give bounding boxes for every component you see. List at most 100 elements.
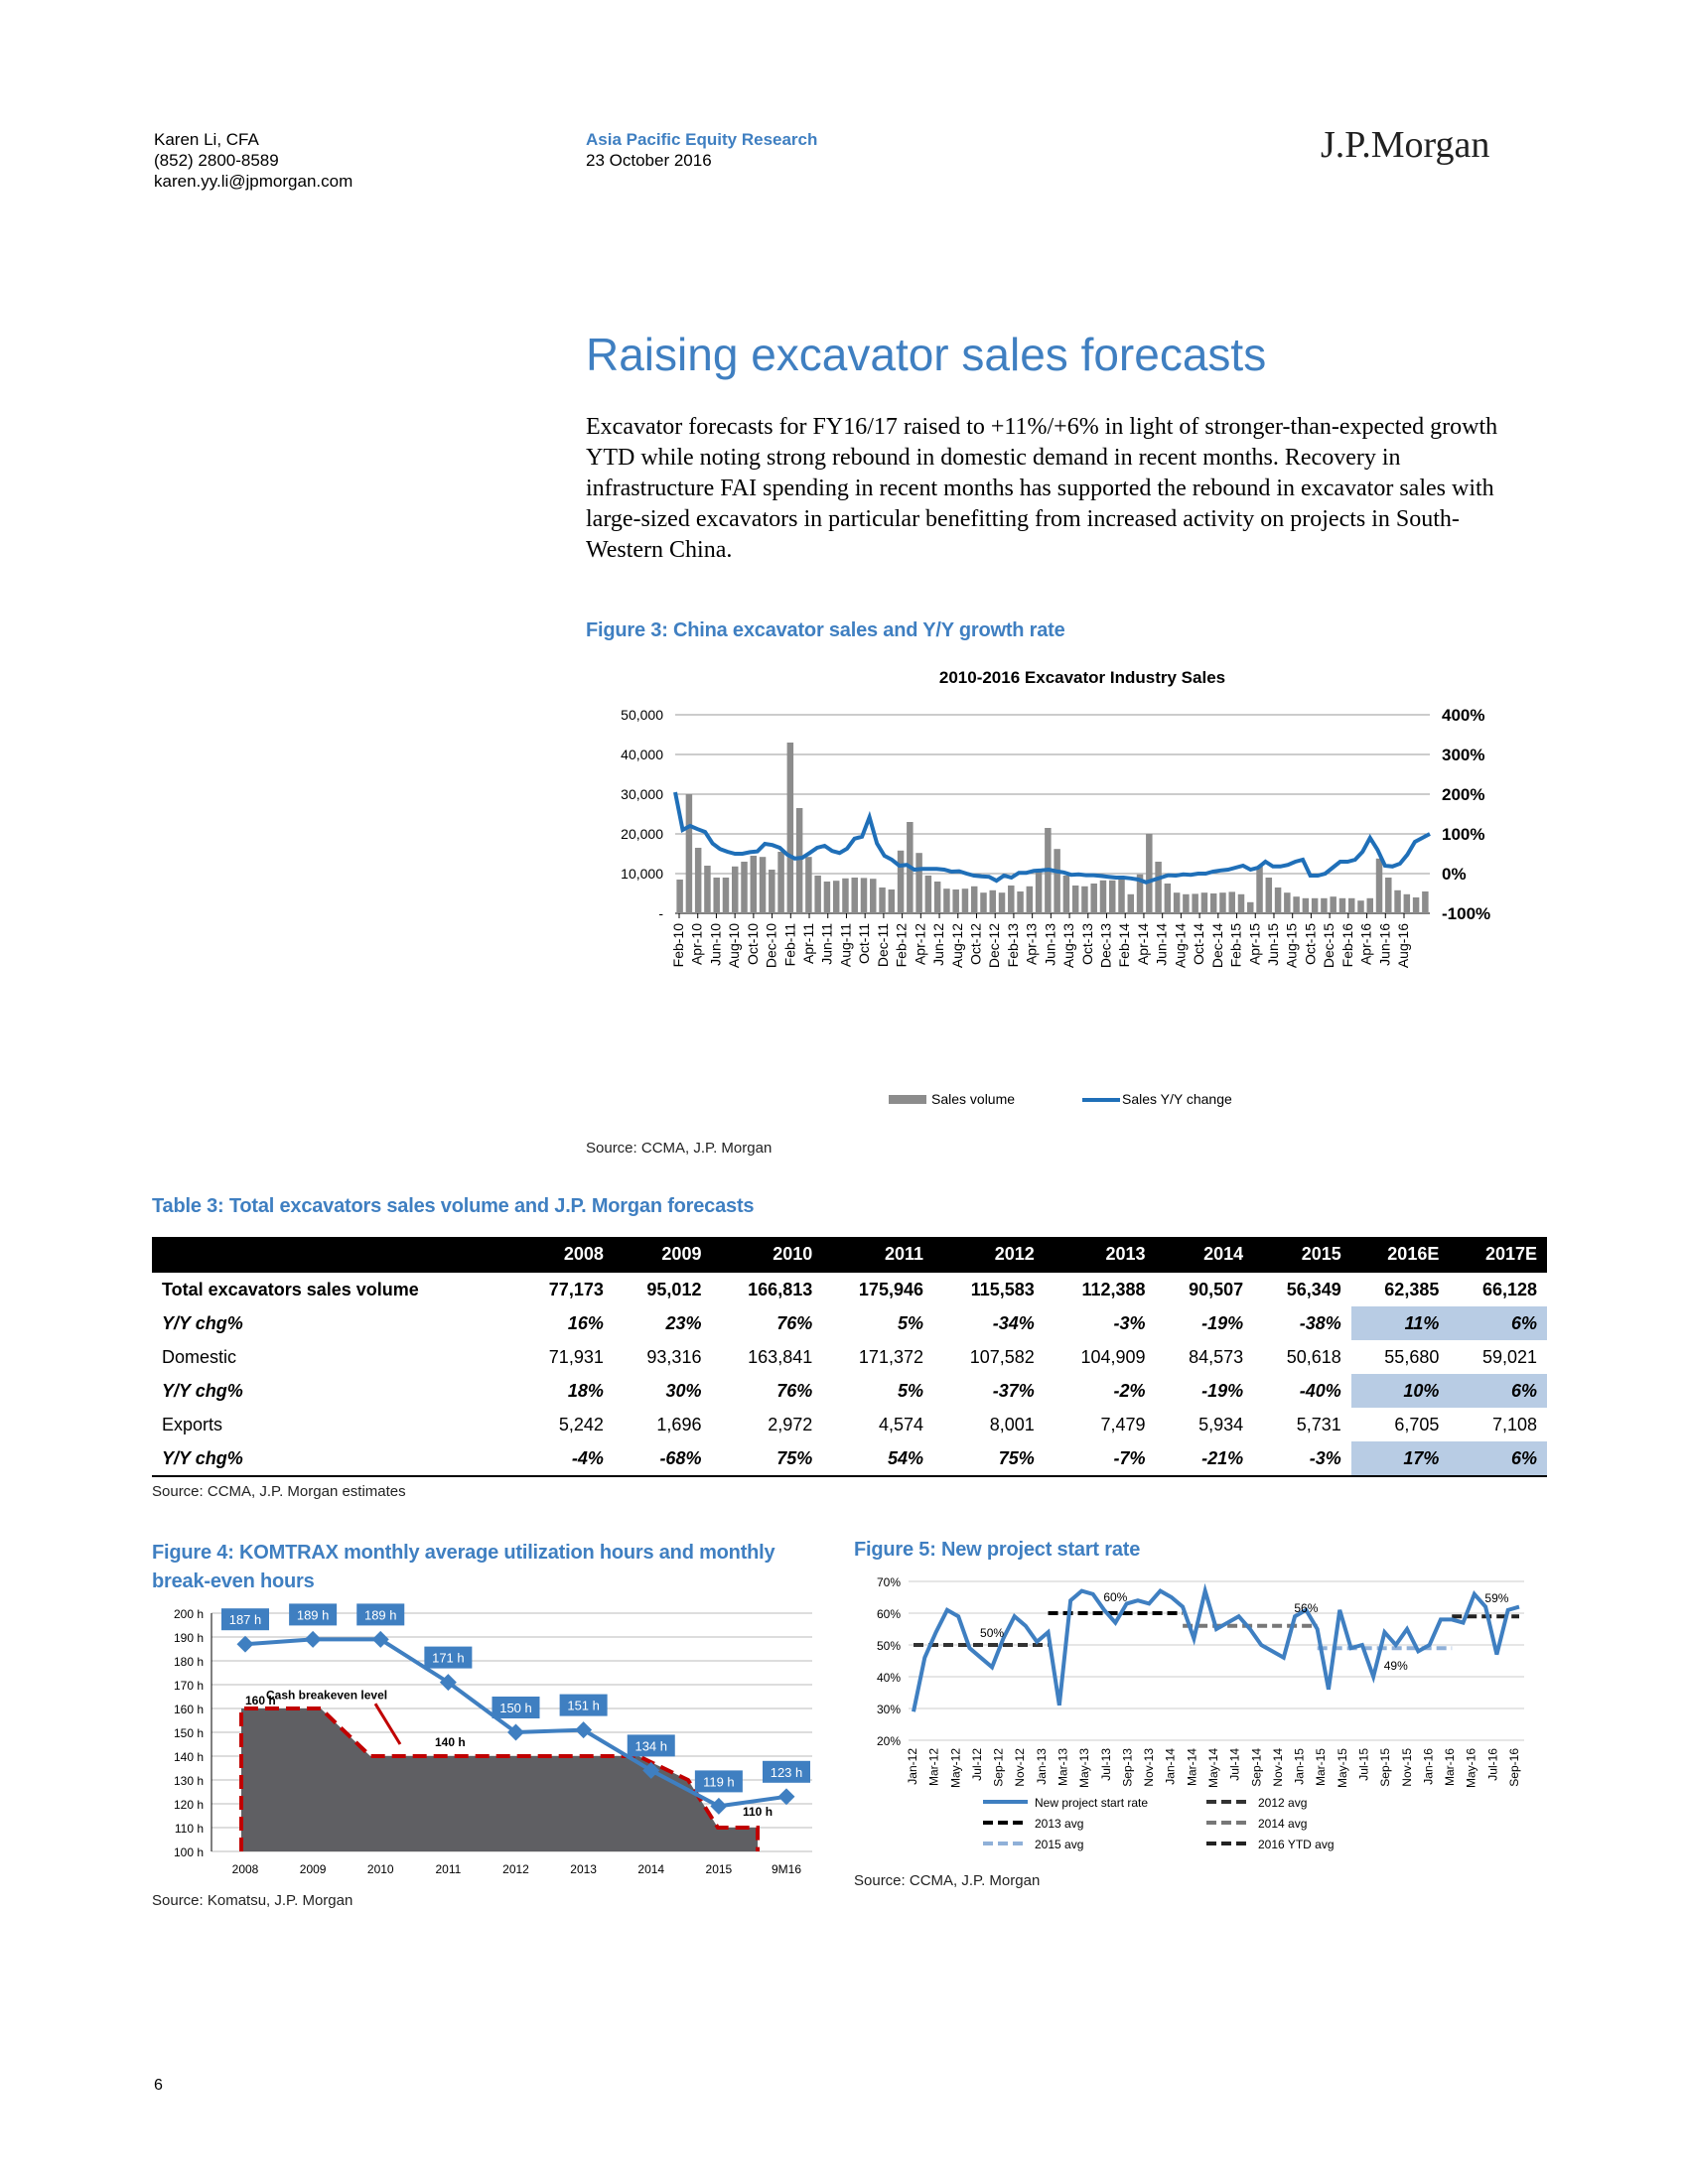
table-cell: 90,507 — [1155, 1271, 1254, 1306]
table-cell: 54% — [822, 1441, 933, 1477]
utilization-point — [236, 1635, 254, 1653]
project-start-rate-line — [912, 1582, 1520, 1712]
table-cell: 5,242 — [558, 1414, 604, 1434]
table-cell: 6,705 — [1394, 1414, 1440, 1434]
sales-volume-bar — [832, 881, 840, 913]
figure3-left-tick: 40,000 — [621, 747, 663, 762]
table3-column-header: 2014 — [1155, 1237, 1254, 1272]
sales-volume-bar — [1062, 876, 1070, 913]
figure4-x-tick: 2008 — [232, 1862, 259, 1876]
average-annotation: 59% — [1484, 1591, 1508, 1605]
sales-volume-bar — [1302, 897, 1310, 913]
figure5-x-tick: Jul-13 — [1099, 1748, 1113, 1781]
table3-column-header: 2016E — [1350, 1237, 1450, 1272]
figure4-chart: 187 h 189 h 189 h 171 h 150 h 151 h 134 h 119 h… — [174, 1603, 812, 1876]
sales-volume-bar — [1321, 897, 1328, 913]
sales-volume-bar — [1256, 866, 1263, 913]
figure3-right-tick: 0% — [1442, 865, 1467, 884]
figure4-y-tick: 150 h — [174, 1726, 204, 1740]
utilization-label-box — [356, 1603, 405, 1626]
utilization-label-box — [424, 1646, 473, 1669]
table3-column-header: 2017E — [1449, 1237, 1547, 1272]
sales-volume-bar — [1146, 834, 1153, 913]
sales-volume-bar — [805, 857, 812, 913]
sales-volume-bar — [998, 892, 1006, 913]
table-cell: -68% — [613, 1441, 712, 1477]
sales-volume-bar — [1357, 900, 1364, 913]
table-cell: 30% — [665, 1380, 702, 1401]
table-cell: 175,946 — [822, 1271, 933, 1306]
figure4-caption: Figure 4: KOMTRAX monthly average utiliz… — [152, 1539, 775, 1596]
table-cell: 115,583 — [933, 1271, 1045, 1306]
figure5-y-tick: 20% — [877, 1734, 901, 1748]
table-row-label: Domestic — [162, 1346, 237, 1367]
sales-volume-bar — [924, 876, 932, 913]
figure3-right-tick: 200% — [1442, 785, 1484, 804]
figure5-x-tick: Nov-15 — [1400, 1748, 1414, 1787]
figure3-x-tick: Jun-11 — [819, 923, 835, 965]
sales-volume-bar — [1071, 886, 1079, 913]
table-cell: 2,972 — [768, 1414, 813, 1434]
sales-volume-bar — [1127, 893, 1135, 913]
sales-volume-bar — [1035, 870, 1043, 913]
sales-volume-bar — [952, 889, 959, 913]
table-cell: -34% — [992, 1312, 1035, 1333]
figure4-x-tick: 2014 — [637, 1862, 664, 1876]
table3-header-row: 2008 2009 2010 2011 2012 2013 2014 2015 2016E 201… — [152, 1237, 1547, 1272]
legend-label-sales-yoy: Sales Y/Y change — [1122, 1091, 1232, 1107]
figure3-right-tick: 100% — [1442, 825, 1484, 844]
sales-volume-bar — [933, 882, 941, 913]
figure3-x-tick: Jun-10 — [707, 923, 723, 966]
figure4-caption-line2: break-even hours — [152, 1570, 315, 1592]
sales-volume-bar — [1366, 897, 1373, 913]
figure3-x-tick: Apr-16 — [1358, 923, 1374, 965]
table-cell: 75% — [711, 1441, 823, 1477]
figure3-x-tick: Dec-10 — [764, 923, 779, 968]
figure5-y-tick: 40% — [877, 1671, 901, 1685]
figure3-x-tick: Aug-16 — [1395, 923, 1411, 968]
figure4-x-tick: 2009 — [300, 1862, 327, 1876]
figure3-x-tick: Jun-12 — [930, 923, 946, 966]
sales-volume-bar — [823, 882, 831, 913]
average-annotation: 60% — [1103, 1590, 1127, 1604]
figure4-x-tick: 2015 — [706, 1862, 733, 1876]
sales-volume-bar — [1054, 849, 1060, 913]
figure5-x-tick: Nov-12 — [1013, 1748, 1027, 1787]
figure5-x-tick: May-16 — [1465, 1748, 1478, 1788]
sales-volume-bar — [777, 852, 784, 913]
sales-volume-bar — [1237, 893, 1245, 913]
table-row-label: Exports — [162, 1414, 223, 1434]
average-annotation: 49% — [1384, 1659, 1408, 1673]
sales-volume-bar — [676, 880, 683, 913]
figure3-x-tick: Jun-13 — [1042, 923, 1057, 966]
figure5-x-tick: Jul-14 — [1228, 1748, 1242, 1781]
figure4-y-tick: 100 h — [174, 1845, 204, 1859]
report-type: Asia Pacific Equity Research — [586, 130, 818, 149]
table-cell: 104,909 — [1080, 1346, 1146, 1367]
figure5-x-tick: Mar-14 — [1185, 1748, 1198, 1786]
table-cell: 4,574 — [878, 1414, 923, 1434]
figure5-y-tick: 50% — [877, 1639, 901, 1653]
sales-volume-bar — [795, 808, 803, 913]
sales-volume-bar — [685, 794, 693, 913]
sales-volume-bar — [1219, 892, 1226, 913]
sales-volume-bar — [704, 866, 711, 913]
figure3-x-tick: Apr-15 — [1246, 923, 1262, 965]
sales-volume-bar — [1109, 880, 1116, 913]
utilization-label-box — [627, 1734, 675, 1757]
sales-volume-bar — [1394, 889, 1401, 913]
cash-breakeven-label: Cash breakeven level — [266, 1688, 387, 1702]
table3-header-label — [152, 1237, 516, 1272]
utilization-label: 189 h — [364, 1607, 397, 1622]
table-cell: 66,128 — [1449, 1271, 1547, 1306]
figure3-chart: 2010-2016 Excavator Industry Sales - 10,0… — [621, 668, 1490, 1107]
table-cell: 107,582 — [969, 1346, 1035, 1367]
breakeven-160-label: 160 h — [245, 1694, 276, 1707]
sales-volume-bar — [1192, 893, 1198, 913]
figure3-source: Source: CCMA, J.P. Morgan — [586, 1140, 773, 1157]
figure3-left-tick: 20,000 — [621, 826, 663, 842]
utilization-point — [710, 1797, 728, 1815]
figure3-x-tick: Dec-14 — [1209, 923, 1225, 968]
sales-volume-bar — [1099, 880, 1107, 913]
sales-volume-bar — [741, 862, 748, 913]
